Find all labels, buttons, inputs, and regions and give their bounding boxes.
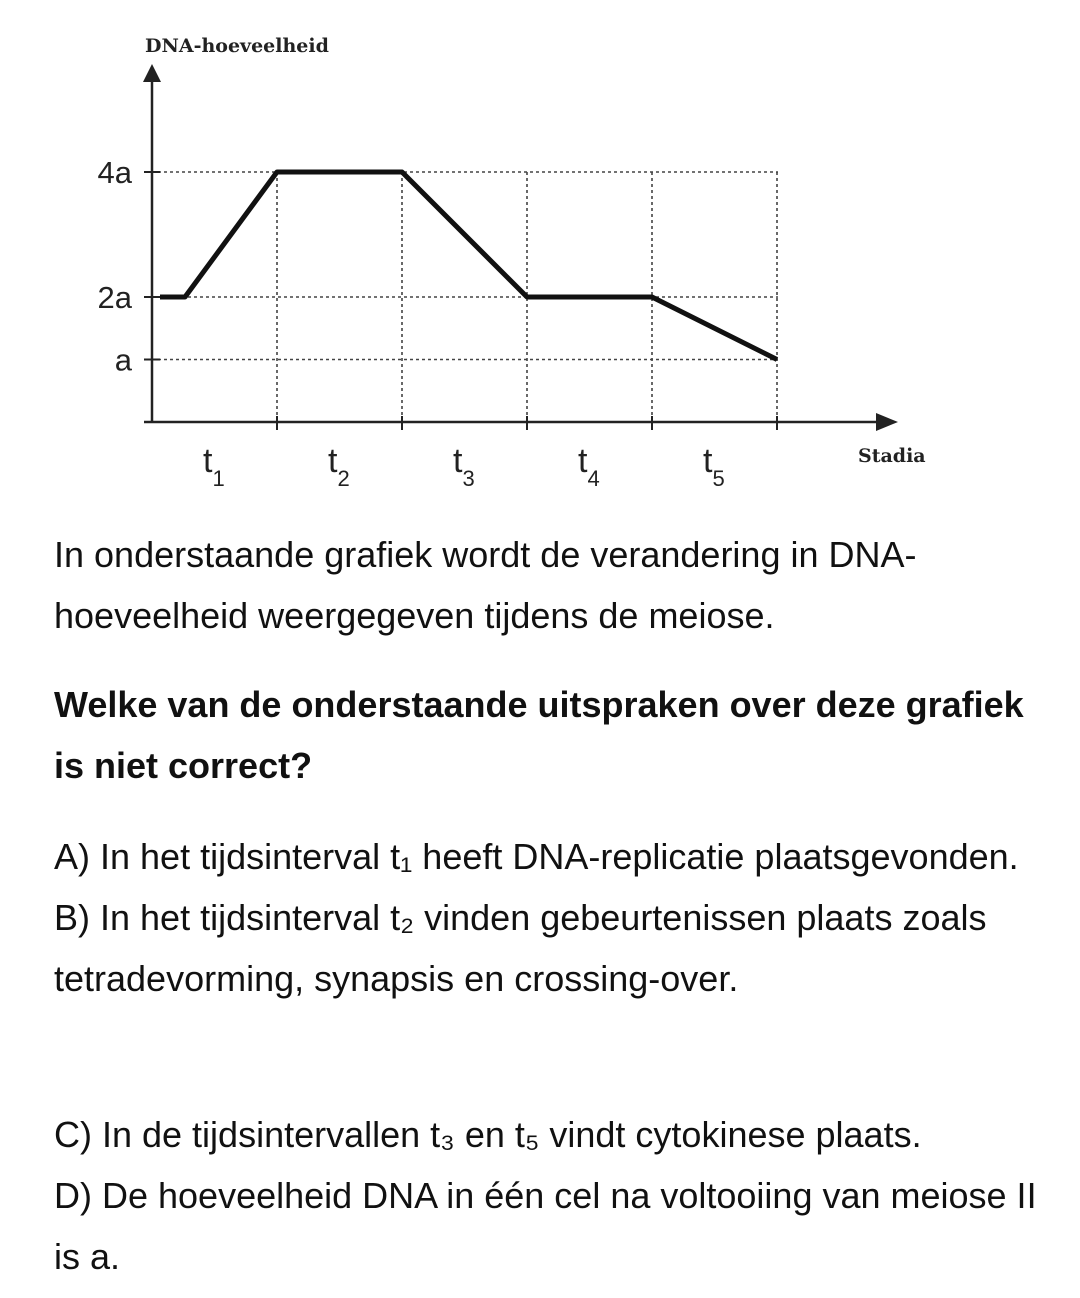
x-axis-label: Stadia	[858, 445, 926, 467]
interval-label-sub: 2	[337, 466, 349, 491]
interval-label-main: t	[453, 442, 463, 480]
x-axis-arrow	[876, 413, 898, 431]
interval-label-t2: t2	[328, 442, 350, 491]
options-group-2: C) In de tijdsintervallen t₃ en t₅ vindt…	[54, 1104, 1060, 1287]
interval-label-t5: t5	[703, 442, 725, 491]
option-d: D) De hoeveelheid DNA in één cel na volt…	[54, 1175, 1037, 1277]
y-axis-label: DNA-hoeveelheid	[145, 35, 329, 57]
data-series	[159, 169, 779, 362]
interval-label-main: t	[328, 442, 338, 480]
y-tick-labels: 4a 2a a	[98, 155, 160, 378]
interval-label-main: t	[578, 442, 588, 480]
axes	[143, 64, 898, 431]
interval-label-t1: t1	[203, 442, 225, 491]
question-paragraph: Welke van de onderstaande uitspraken ove…	[54, 684, 1024, 786]
intro-text: In onderstaande grafiek wordt de verande…	[54, 524, 1060, 646]
interval-label-sub: 4	[587, 466, 599, 491]
option-b: B) In het tijdsinterval t₂ vinden gebeur…	[54, 897, 987, 999]
dna-amount-line	[160, 169, 779, 362]
interval-label-t3: t3	[453, 442, 475, 491]
intro-paragraph: In onderstaande grafiek wordt de verande…	[54, 534, 917, 636]
interval-label-sub: 3	[462, 466, 474, 491]
interval-label-main: t	[203, 442, 213, 480]
y-tick-label: 4a	[98, 155, 133, 190]
question-text: Welke van de onderstaande uitspraken ove…	[54, 674, 1060, 796]
interval-label-main: t	[703, 442, 713, 480]
interval-labels: t1 t2 t3 t4 t5	[203, 442, 725, 491]
interval-label-sub: 5	[712, 466, 724, 491]
y-tick-label: 2a	[98, 280, 133, 315]
interval-label-t4: t4	[578, 442, 600, 491]
options-group-1: A) In het tijdsinterval t₁ heeft DNA-rep…	[54, 826, 1060, 1009]
option-c: C) In de tijdsintervallen t₃ en t₅ vindt…	[54, 1114, 922, 1155]
y-axis-arrow	[143, 64, 161, 82]
option-a: A) In het tijdsinterval t₁ heeft DNA-rep…	[54, 836, 1019, 877]
interval-label-sub: 1	[212, 466, 224, 491]
y-tick-label: a	[115, 343, 133, 378]
